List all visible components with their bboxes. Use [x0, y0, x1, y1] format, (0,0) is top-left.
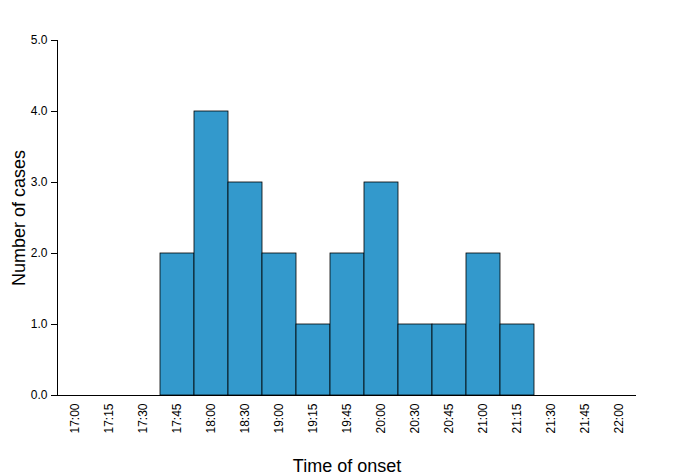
svg-text:19:15: 19:15: [306, 403, 320, 433]
svg-text:17:30: 17:30: [136, 403, 150, 433]
svg-text:19:00: 19:00: [272, 403, 286, 433]
svg-text:3.0: 3.0: [31, 175, 48, 189]
svg-text:21:00: 21:00: [476, 403, 490, 433]
svg-text:4.0: 4.0: [31, 104, 48, 118]
svg-text:18:30: 18:30: [238, 403, 252, 433]
svg-text:19:45: 19:45: [340, 403, 354, 433]
svg-text:20:45: 20:45: [442, 403, 456, 433]
svg-text:18:00: 18:00: [204, 403, 218, 433]
svg-text:17:15: 17:15: [102, 403, 116, 433]
svg-text:21:45: 21:45: [578, 403, 592, 433]
svg-text:17:45: 17:45: [170, 403, 184, 433]
svg-text:Time of onset: Time of onset: [293, 456, 401, 476]
svg-text:20:00: 20:00: [374, 403, 388, 433]
svg-text:1.0: 1.0: [31, 317, 48, 331]
svg-text:2.0: 2.0: [31, 246, 48, 260]
svg-text:Number of cases: Number of cases: [9, 150, 29, 286]
svg-text:17:00: 17:00: [68, 403, 82, 433]
svg-text:22:00: 22:00: [612, 403, 626, 433]
svg-text:21:30: 21:30: [544, 403, 558, 433]
svg-text:21:15: 21:15: [510, 403, 524, 433]
svg-text:20:30: 20:30: [408, 403, 422, 433]
svg-text:0.0: 0.0: [31, 388, 48, 402]
svg-text:5.0: 5.0: [31, 33, 48, 47]
